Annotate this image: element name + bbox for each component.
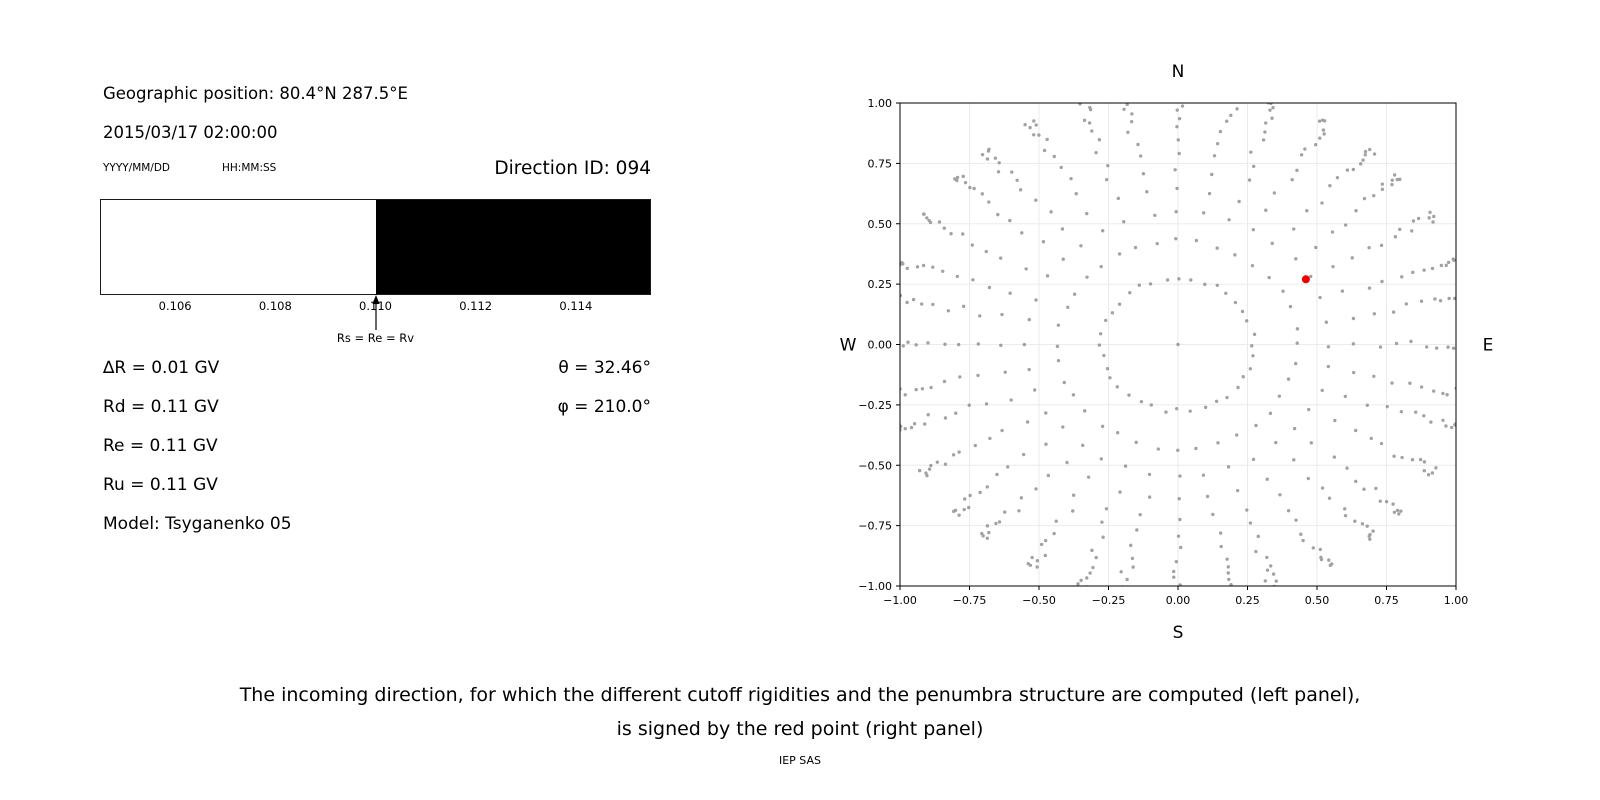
phi-value: φ = 210.0° xyxy=(557,397,651,417)
delta-r-value: ∆R = 0.01 GV xyxy=(103,358,220,378)
trajectory-dots xyxy=(900,103,1456,586)
x-tick-label: 0.50 xyxy=(1305,594,1330,607)
rigidity-tick-label: 0.112 xyxy=(459,299,493,313)
x-tick-label: 0.25 xyxy=(1235,594,1260,607)
axis-ticks: −1.00−1.00 −0.75 −0.75 −0.50 −0.50 −0.25 −0.25… xyxy=(858,97,1468,607)
y-tick-label: −0.50 xyxy=(858,459,892,472)
y-tick-label: −0.25 xyxy=(858,399,892,412)
y-tick-label: 0.50 xyxy=(868,218,893,231)
forbidden-region xyxy=(375,200,650,294)
y-tick-label: −0.75 xyxy=(858,520,892,533)
compass-label-e: E xyxy=(1483,336,1494,356)
credit-label: IEP SAS xyxy=(778,754,822,767)
time-format-label: HH:MM:SS xyxy=(222,162,277,174)
rd-value: Rd = 0.11 GV xyxy=(103,397,219,417)
direction-id: Direction ID: 094 xyxy=(494,158,651,179)
ru-value: Ru = 0.11 GV xyxy=(103,475,218,495)
compass-label-s: S xyxy=(1173,623,1184,643)
model-name: Model: Tsyganenko 05 xyxy=(103,514,292,534)
cutoff-arrow-icon xyxy=(368,295,384,335)
y-tick-label: 0.00 xyxy=(868,339,893,352)
caption-line-2: is signed by the red point (right panel) xyxy=(616,718,984,740)
date-format-label: YYYY/MM/DD xyxy=(103,162,171,174)
rigidity-tick-label: 0.108 xyxy=(258,299,292,313)
x-tick-label: −1.00 xyxy=(883,594,917,607)
x-tick-label: 0.75 xyxy=(1374,594,1399,607)
y-tick-label: 0.75 xyxy=(868,157,893,170)
cutoff-arrow-label: Rs = Re = Rv xyxy=(336,331,415,345)
penumbra-axis-ticks: 0.106 0.108 0.110 0.112 0.114 xyxy=(100,299,651,315)
geographic-position: Geographic position: 80.4°N 287.5°E xyxy=(103,84,408,103)
x-tick-label: −0.25 xyxy=(1092,594,1126,607)
penumbra-bar xyxy=(100,199,651,295)
observation-datetime: 2015/03/17 02:00:00 xyxy=(103,123,278,142)
compass-label-n: N xyxy=(1172,62,1185,82)
penumbra-annotation: Rs = Re = Rv xyxy=(100,295,651,351)
compass-label-w: W xyxy=(840,336,857,356)
allowed-region xyxy=(101,200,376,294)
x-tick-label: 0.00 xyxy=(1166,594,1191,607)
y-tick-label: 0.25 xyxy=(868,278,893,291)
y-tick-label: −1.00 xyxy=(858,580,892,593)
y-tick-label: 1.00 xyxy=(868,97,893,110)
x-tick-label: 1.00 xyxy=(1444,594,1469,607)
rigidity-tick-label: 0.106 xyxy=(158,299,192,313)
x-tick-label: −0.50 xyxy=(1022,594,1056,607)
selected-direction-point xyxy=(1301,275,1310,284)
rigidity-tick-label: 0.114 xyxy=(559,299,593,313)
caption-line-1: The incoming direction, for which the di… xyxy=(239,684,1361,706)
x-tick-label: −0.75 xyxy=(953,594,987,607)
re-value: Re = 0.11 GV xyxy=(103,436,218,456)
theta-value: θ = 32.46° xyxy=(558,358,651,378)
